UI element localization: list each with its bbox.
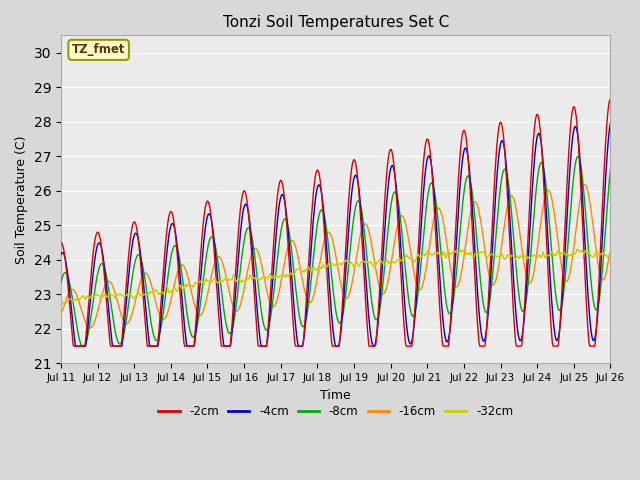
-2cm [124,258,132,264]
-4cm [72,343,79,349]
-16cm [180,264,188,269]
-16cm [86,325,94,331]
-4cm [57,252,65,258]
Text: TZ_fmet: TZ_fmet [72,43,125,56]
-2cm [419,163,427,169]
-8cm [180,287,188,293]
Legend: -2cm, -4cm, -8cm, -16cm, -32cm: -2cm, -4cm, -8cm, -16cm, -32cm [154,401,518,423]
-4cm [124,279,132,285]
-2cm [180,340,188,346]
Title: Tonzi Soil Temperatures Set C: Tonzi Soil Temperatures Set C [223,15,449,30]
-32cm [180,283,188,289]
-16cm [67,287,75,293]
-16cm [607,249,614,255]
-8cm [419,236,427,242]
-8cm [209,235,217,241]
-2cm [607,96,614,102]
-16cm [57,309,65,315]
-16cm [209,266,217,272]
-32cm [403,252,411,258]
-32cm [573,246,580,252]
-16cm [419,280,427,286]
-8cm [57,280,65,286]
-16cm [580,182,588,188]
-4cm [419,193,427,199]
-4cm [67,300,75,306]
-32cm [68,297,76,303]
Line: -32cm: -32cm [61,249,611,305]
-32cm [124,291,132,297]
-32cm [607,254,614,260]
Line: -16cm: -16cm [61,185,611,328]
-8cm [607,167,614,172]
-32cm [209,278,217,284]
-2cm [67,316,75,322]
X-axis label: Time: Time [320,389,351,402]
-32cm [419,252,427,258]
-2cm [57,240,65,245]
-2cm [70,343,77,349]
Line: -4cm: -4cm [61,123,611,346]
-8cm [79,343,86,349]
Y-axis label: Soil Temperature (C): Soil Temperature (C) [15,135,28,264]
-4cm [180,317,188,323]
-8cm [403,284,411,290]
-4cm [403,327,411,333]
-4cm [209,227,217,233]
-32cm [61,302,68,308]
-8cm [124,304,132,310]
-4cm [607,120,614,126]
-16cm [124,320,132,326]
-2cm [209,233,217,239]
-8cm [67,286,75,292]
-2cm [403,343,411,349]
-8cm [575,154,582,159]
Line: -8cm: -8cm [61,156,611,346]
-16cm [403,228,411,234]
Line: -2cm: -2cm [61,99,611,346]
-32cm [57,300,65,306]
